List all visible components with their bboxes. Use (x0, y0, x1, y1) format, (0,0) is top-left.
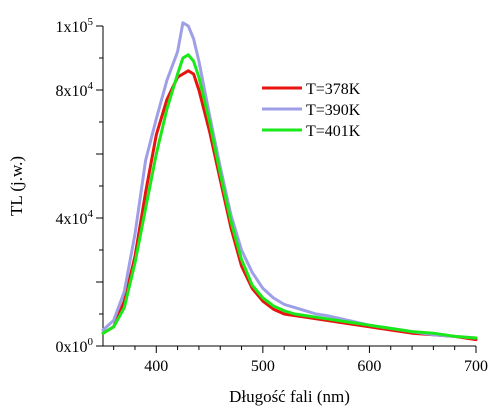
series-lines (101, 21, 478, 342)
x-tick-label: 600 (357, 358, 381, 375)
y-tick-label: 4x104 (56, 208, 94, 228)
x-tick-label: 400 (144, 358, 168, 375)
x-tick-label: 500 (251, 358, 275, 375)
x-axis-title: Długość fali (nm) (229, 387, 350, 406)
y-tick-label: 0x100 (56, 336, 94, 356)
legend-label: T=390K (306, 102, 361, 119)
legend-label: T=378K (306, 81, 361, 98)
x-tick-label: 700 (464, 358, 488, 375)
legend-label: T=401K (306, 123, 361, 140)
series-line-t-390k (101, 21, 478, 340)
y-tick-label: 1x105 (56, 16, 94, 36)
legend: T=378K T=390K T=401K (262, 81, 361, 140)
axis-labels: Długość fali (nm) TL (j.w.) (7, 156, 350, 406)
series-line-t-378k (101, 69, 478, 342)
axes: 400 500 600 700 0x100 4x104 8x104 1x105 (56, 16, 489, 375)
series-line-t-401k (101, 53, 478, 340)
y-tick-label: 8x104 (56, 80, 94, 100)
y-axis-title: TL (j.w.) (7, 156, 26, 216)
